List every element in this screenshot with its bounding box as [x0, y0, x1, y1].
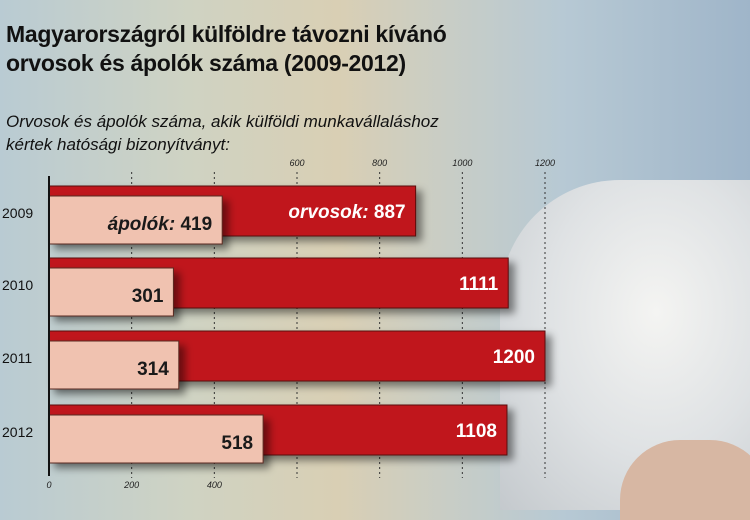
bottom-tick-label: 400 [207, 480, 222, 490]
bottom-tick-label: 200 [123, 480, 139, 490]
bottom-tick-label: 0 [46, 480, 51, 490]
label-orvosok: orvosok: 887 [288, 202, 405, 223]
top-tick-label: 1000 [452, 158, 472, 168]
chart-title: Magyarországról külföldre távozni kívánó… [6, 20, 447, 78]
year-label: 2009 [2, 205, 33, 221]
label-orvosok: 1108 [456, 421, 497, 442]
label-apolok: 518 [221, 433, 253, 454]
series-name-orvosok: orvosok: [288, 202, 374, 223]
label-apolok: 314 [137, 359, 169, 380]
bar-apolok [48, 267, 174, 317]
year-label: 2012 [2, 424, 33, 440]
title-line-1: Magyarországról külföldre távozni kívánó [6, 21, 447, 47]
label-apolok: ápolók: 419 [108, 214, 213, 235]
label-orvosok: 1111 [459, 274, 499, 295]
label-orvosok: 1200 [493, 347, 535, 368]
series-name-apolok: ápolók: [108, 214, 181, 235]
bar-apolok [48, 340, 180, 390]
subtitle-line-2: kértek hatósági bizonyítványt: [6, 135, 230, 154]
bar-chart: 600 800 1000 1200 0 200 400 2009 orvosok: 887 ápo… [2, 158, 555, 490]
top-tick-label: 800 [372, 158, 387, 168]
bar-apolok [48, 195, 223, 245]
year-label: 2010 [2, 277, 33, 293]
label-apolok: 301 [132, 286, 164, 307]
title-line-2: orvosok és ápolók száma (2009-2012) [6, 50, 406, 76]
top-tick-label: 1200 [535, 158, 555, 168]
top-tick-label: 600 [289, 158, 304, 168]
bar-apolok [48, 414, 264, 464]
chart-subtitle: Orvosok és ápolók száma, akik külföldi m… [6, 110, 439, 156]
year-label: 2011 [2, 350, 32, 366]
subtitle-line-1: Orvosok és ápolók száma, akik külföldi m… [6, 112, 439, 131]
